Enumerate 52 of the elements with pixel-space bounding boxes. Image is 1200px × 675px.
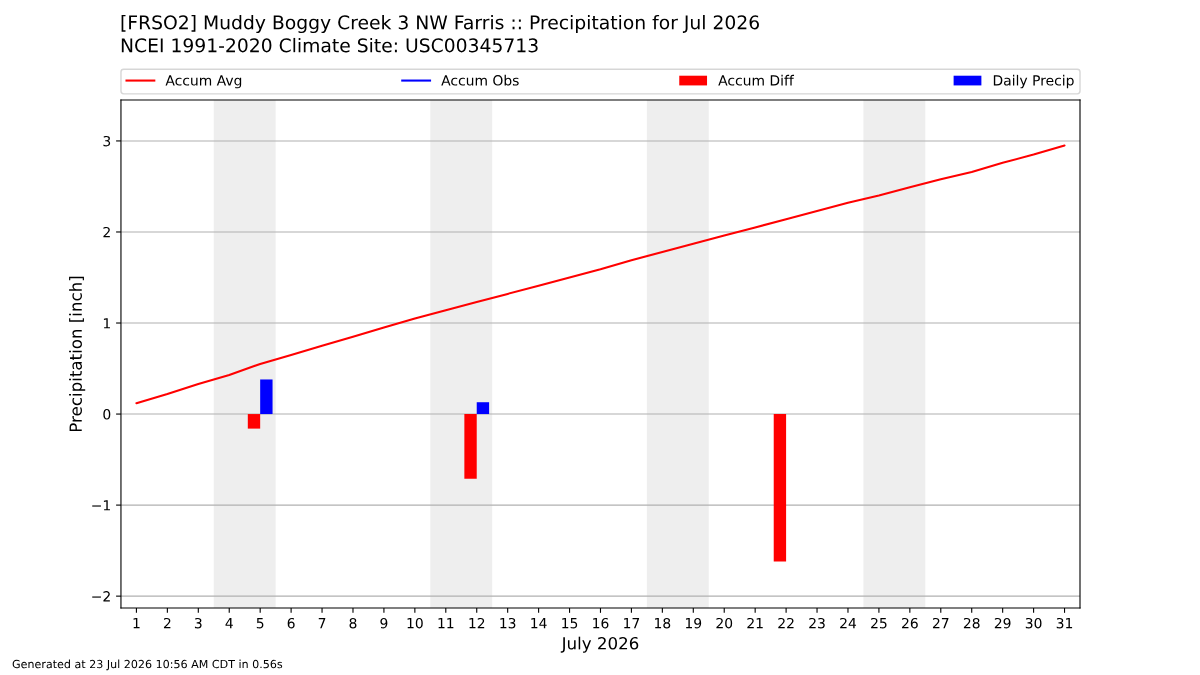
- line-series: [135, 144, 1066, 405]
- x-tick-label: 24: [840, 617, 857, 629]
- x-tick-label: 6: [287, 617, 295, 629]
- x-tick-label: 9: [380, 617, 388, 629]
- x-tick-label: 2: [163, 617, 171, 629]
- x-tick-label: 26: [902, 617, 918, 629]
- y-tick-label: −1: [92, 500, 110, 511]
- x-axis-title: July 2026: [560, 636, 639, 653]
- legend-label: Accum Diff: [718, 74, 795, 86]
- y-tick-label: 1: [103, 318, 110, 329]
- y-tick-label: 2: [103, 226, 110, 238]
- x-tick-label: 5: [256, 618, 264, 629]
- x-tick-label: 25: [871, 617, 887, 629]
- x-tick-label: 8: [349, 617, 357, 629]
- x-tick-label: 27: [932, 617, 949, 629]
- legend-label: Accum Avg: [165, 75, 242, 89]
- y-tick-label: −2: [92, 591, 110, 602]
- x-tick-label: 29: [994, 617, 1011, 629]
- x-tick-label: 13: [500, 617, 516, 629]
- x-tick-label: 18: [655, 617, 671, 629]
- x-tick-label: 14: [531, 618, 547, 629]
- x-tick-label: 4: [225, 618, 233, 629]
- x-tick-label: 22: [778, 617, 794, 629]
- x-tick-label: 11: [438, 618, 454, 629]
- x-tick-label: 19: [685, 617, 702, 629]
- x-tick-label: 15: [562, 618, 578, 629]
- x-tick-label: 30: [1025, 617, 1042, 629]
- x-tick-label: 16: [593, 617, 609, 629]
- x-tick-label: 10: [407, 617, 423, 629]
- bar: [476, 402, 490, 415]
- x-tick-label: 1: [133, 618, 140, 629]
- chart-subtitle: NCEI 1991-2020 Climate Site: USC00345713: [121, 37, 538, 53]
- x-tick-label: 28: [963, 617, 980, 629]
- bar: [247, 414, 261, 429]
- x-tick-label: 3: [194, 617, 202, 629]
- bar: [260, 379, 273, 415]
- y-tick-label: 0: [103, 409, 111, 420]
- x-tick-label: 7: [318, 618, 326, 629]
- text: Generated at 23 Jul 2026 10:56 AM CDT in 0.56s: [12, 659, 283, 671]
- x-tick-label: 12: [469, 617, 485, 629]
- bar: [773, 414, 787, 562]
- x-tick-label: 17: [624, 618, 640, 629]
- legend-label: Daily Precip: [993, 74, 1074, 89]
- chart-title: [FRSO2] Muddy Boggy Creek 3 NW Farris :: Precipitation for Jul 2026: [121, 14, 759, 34]
- y-axis-title: Precipitation [inch]: [69, 276, 86, 432]
- x-tick-label: 21: [747, 617, 763, 629]
- legend-label: Accum Obs: [441, 74, 519, 86]
- bar: [464, 414, 477, 479]
- x-tick-label: 20: [716, 617, 733, 629]
- y-tick-label: 3: [103, 135, 111, 147]
- x-tick-label: 31: [1056, 617, 1073, 629]
- x-tick-label: 23: [809, 617, 825, 629]
